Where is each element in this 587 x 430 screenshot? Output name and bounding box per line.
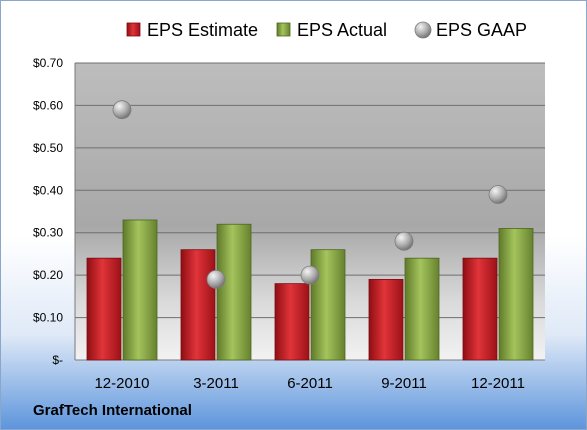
eps-gaap-point [300,265,320,285]
eps-gaap-point [112,100,132,120]
x-category-label: 6-2011 [287,375,333,392]
y-tick-label: $0.40 [33,183,63,197]
legend: EPS Estimate EPS Actual EPS GAAP [126,20,527,40]
eps-estimate-bar [86,257,122,361]
legend-actual-swatch [276,22,291,37]
x-category-label: 3-2011 [193,375,239,392]
legend-estimate-label: EPS Estimate [147,20,258,40]
eps-estimate-bar [368,278,404,361]
company-name: GrafTech International [33,402,192,419]
y-tick-label: $0.10 [33,311,63,325]
y-tick-label: $0.70 [33,56,63,70]
y-ticks: $- $0.10 $0.20 $0.30 $0.40 $0.50 $0.60 $0.70 [33,56,63,367]
eps-gaap-point [206,269,226,289]
eps-gaap-point [394,231,414,251]
y-tick-label: $0.60 [33,98,63,112]
gaap-points [112,100,508,289]
eps-actual-bar [122,219,158,361]
eps-actual-bar [310,249,346,361]
x-category-label: 12-2010 [94,375,149,392]
legend-estimate-swatch [126,22,141,37]
legend-gaap-label: EPS GAAP [436,20,527,40]
eps-actual-bar [404,257,440,361]
legend-gaap-swatch [414,21,432,39]
y-tick-label: $0.50 [33,141,63,155]
y-tick-label: $0.30 [33,226,63,240]
bars [86,219,534,361]
y-tick-label: $0.20 [33,268,63,282]
x-category-label: 12-2011 [471,375,525,392]
eps-estimate-bar [180,249,216,361]
eps-actual-bar [216,223,252,361]
eps-gaap-point [488,185,508,204]
x-category-label: 9-2011 [381,375,427,392]
eps-actual-bar [498,228,534,361]
eps-estimate-bar [274,283,310,361]
eps-estimate-bar [462,257,498,361]
legend-actual-label: EPS Actual [297,20,387,40]
y-tick-label: $- [52,353,63,367]
x-categories: 12-2010 3-2011 6-2011 9-2011 12-2011 [94,375,525,392]
